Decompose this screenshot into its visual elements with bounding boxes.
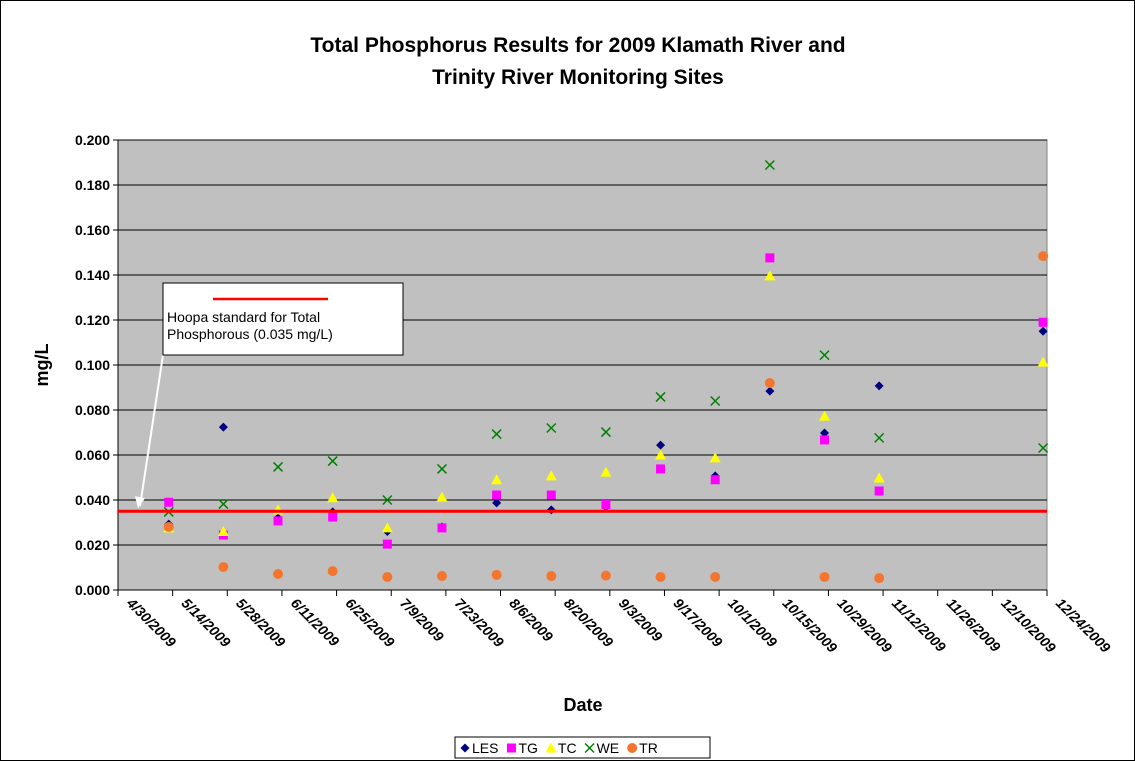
- marker: [492, 498, 502, 508]
- marker: [765, 386, 775, 396]
- y-tick-label: 0.140: [75, 267, 110, 283]
- marker: [710, 475, 720, 485]
- y-tick-label: 0.080: [75, 402, 110, 418]
- marker: [436, 571, 447, 582]
- marker: [601, 500, 611, 509]
- marker: [436, 491, 448, 502]
- marker: [709, 452, 721, 463]
- marker: [600, 570, 611, 581]
- marker: [655, 449, 667, 460]
- marker: [764, 378, 775, 388]
- marker: [820, 428, 830, 438]
- marker: [874, 573, 885, 584]
- annotation-text: Phosphorous (0.035 mg/L): [167, 326, 333, 342]
- marker: [764, 270, 776, 281]
- y-tick-label: 0.020: [75, 537, 110, 553]
- annotation-text: Hoopa standard for Total: [167, 309, 320, 325]
- marker: [381, 522, 393, 533]
- y-tick-label: 0.160: [75, 222, 110, 238]
- marker: [437, 523, 447, 533]
- y-tick-label: 0.000: [75, 582, 110, 598]
- marker: [273, 569, 284, 580]
- marker: [273, 516, 283, 526]
- marker: [327, 566, 338, 577]
- legend-label: WE: [597, 740, 620, 756]
- marker: [506, 743, 516, 753]
- marker: [765, 253, 775, 263]
- marker: [655, 391, 666, 402]
- marker: [1038, 442, 1049, 454]
- marker: [819, 571, 830, 582]
- marker: [656, 440, 666, 450]
- y-tick-label: 0.120: [75, 312, 110, 328]
- marker: [382, 571, 393, 582]
- marker: [764, 159, 775, 171]
- marker: [545, 470, 557, 481]
- marker: [546, 422, 557, 434]
- y-tick-label: 0.100: [75, 357, 110, 373]
- marker: [327, 456, 338, 467]
- marker: [327, 492, 339, 503]
- marker: [217, 526, 229, 536]
- marker: [874, 432, 885, 443]
- chart-title: Trinity River Monitoring Sites: [432, 66, 724, 89]
- annotation-arrow: [139, 354, 164, 507]
- marker: [491, 429, 502, 440]
- marker: [873, 472, 885, 483]
- marker: [491, 569, 502, 580]
- marker: [600, 427, 611, 438]
- marker: [874, 486, 884, 496]
- legend: LES TG TC WE TR: [454, 736, 711, 759]
- marker: [382, 494, 393, 506]
- marker: [382, 539, 392, 549]
- legend-box: [454, 736, 711, 759]
- marker: [546, 571, 557, 582]
- marker: [820, 435, 830, 445]
- marker: [273, 461, 284, 472]
- marker: [600, 466, 612, 477]
- marker: [710, 395, 721, 407]
- y-axis-label: mg/L: [32, 343, 52, 386]
- y-tick-label: 0.180: [75, 177, 110, 193]
- x-axis-label: Date: [563, 695, 602, 715]
- marker: [1038, 317, 1048, 327]
- marker: [874, 381, 884, 391]
- marker: [491, 474, 503, 485]
- legend-label: TG: [518, 740, 537, 756]
- marker: [164, 497, 174, 507]
- marker: [218, 422, 228, 432]
- marker: [1037, 356, 1049, 367]
- marker: [655, 571, 666, 582]
- marker: [460, 743, 470, 753]
- marker: [584, 742, 595, 754]
- chart-title: Total Phosphorus Results for 2009 Klamat…: [310, 34, 845, 57]
- marker: [163, 522, 174, 532]
- marker: [546, 490, 556, 500]
- marker: [492, 490, 502, 500]
- marker: [656, 464, 666, 474]
- marker: [545, 742, 557, 753]
- y-tick-label: 0.200: [75, 132, 110, 148]
- marker: [218, 562, 229, 573]
- marker: [819, 350, 830, 361]
- annotation-arrowhead: [135, 496, 145, 509]
- marker: [1038, 251, 1049, 262]
- marker: [328, 512, 338, 522]
- marker: [218, 499, 229, 510]
- legend-label: TC: [558, 740, 577, 756]
- y-tick-label: 0.060: [75, 447, 110, 463]
- y-tick-label: 0.040: [75, 492, 110, 508]
- marker: [436, 463, 448, 474]
- marker: [627, 743, 638, 753]
- marker: [819, 410, 831, 421]
- legend-label: TR: [639, 740, 658, 756]
- marker: [710, 571, 721, 582]
- annotation-box: [162, 282, 404, 356]
- legend-label: LES: [472, 740, 498, 756]
- marker: [1038, 326, 1048, 336]
